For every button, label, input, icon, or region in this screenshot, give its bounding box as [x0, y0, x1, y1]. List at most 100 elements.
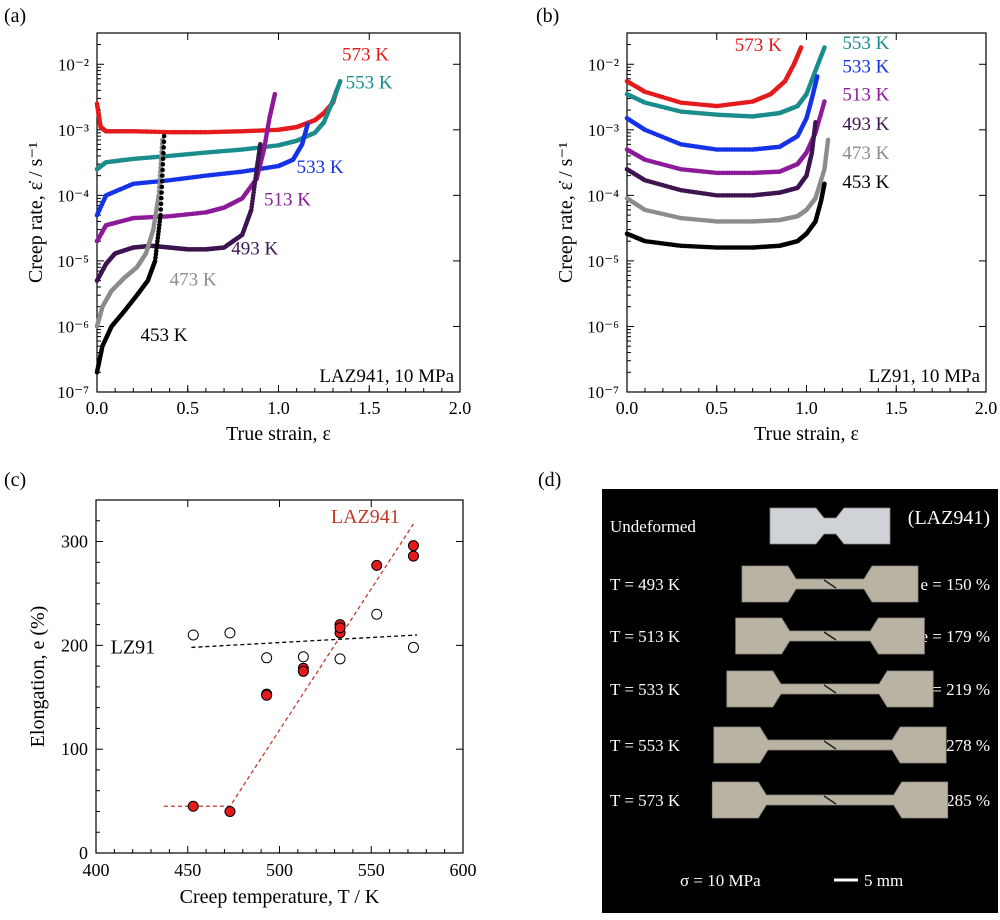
- series-LZ91: [187, 608, 419, 665]
- photo-header: (LAZ941): [908, 507, 990, 529]
- data-point: [158, 212, 163, 218]
- series-573K: [624, 45, 804, 109]
- series-553K: [624, 45, 827, 119]
- data-point: [371, 608, 383, 620]
- series-573K: [94, 88, 339, 135]
- panel-letter-c: (c): [4, 469, 26, 491]
- data-point: [371, 559, 383, 571]
- series-label: 453 K: [842, 172, 889, 193]
- y-tick-label-b: 10⁻³: [588, 121, 619, 140]
- x-tick-label-a: 1.0: [267, 398, 290, 418]
- specimen-temperature: Undeformed: [610, 517, 696, 536]
- series-453K: [94, 133, 167, 375]
- y-tick-label-b: 10⁻⁷: [587, 383, 619, 402]
- fracture-mark: [823, 795, 837, 805]
- data-point: [161, 139, 167, 145]
- y-tick-label-c: 100: [61, 739, 88, 759]
- specimen-temperature: T = 533 K: [610, 680, 681, 699]
- series-513K: [94, 91, 278, 244]
- specimen-temperature: T = 553 K: [610, 736, 681, 755]
- data-point: [159, 178, 165, 184]
- x-axis-label-a: True strain, ε: [226, 423, 331, 445]
- series-label: 573 K: [342, 44, 389, 65]
- specimen-temperature: T = 573 K: [610, 791, 681, 810]
- fracture-mark: [823, 579, 837, 589]
- x-tick-label-a: 0.0: [86, 398, 109, 418]
- x-tick-label-c: 600: [450, 860, 477, 880]
- plot-frame-c: [95, 499, 464, 854]
- x-tick-label-b: 0.5: [706, 398, 729, 418]
- series-label: 473 K: [842, 143, 889, 164]
- chart-c: (c) 400 450 500 550 600 0 100 200 300 Creep tempe…: [4, 469, 477, 908]
- data-point: [160, 167, 165, 173]
- x-tick-label-b: 0.0: [616, 398, 639, 418]
- data-point: [161, 133, 167, 139]
- y-tick-label-a: 10⁻⁵: [57, 252, 89, 271]
- data-point: [261, 689, 273, 701]
- series-label: 573 K: [735, 35, 782, 56]
- data-point: [258, 142, 263, 147]
- fracture-mark: [823, 631, 837, 641]
- data-point: [337, 78, 343, 84]
- data-point: [813, 120, 818, 125]
- y-tick-label-c: 0: [79, 843, 88, 863]
- panel-c: (c) 400 450 500 550 600 0 100 200 300 Creep tempe…: [0, 460, 480, 920]
- specimen-row: T = 493 K e = 150 %: [610, 565, 990, 603]
- series-493K: [94, 142, 263, 283]
- data-point: [161, 145, 166, 150]
- data-point: [160, 173, 165, 178]
- panel-a: (a) 0.0 0.5 1.0 1.5 2.0 10⁻⁷ 10⁻⁶ 10⁻⁵ 10⁻⁴ 10⁻³ 1…: [0, 0, 472, 460]
- series-493K: [624, 120, 818, 198]
- specimen-temperature: T = 493 K: [610, 575, 681, 594]
- data-point: [305, 122, 310, 127]
- x-tick-label-b: 1.5: [885, 398, 908, 418]
- specimen-photo-panel: (d) (LAZ941) Undeformed T = 493 K e = 150 %…: [538, 469, 998, 913]
- series-453K: [624, 181, 827, 250]
- x-tick-label-c: 450: [174, 860, 201, 880]
- data-point: [160, 162, 166, 167]
- specimen-elongation: e = 219 %: [920, 680, 990, 699]
- panel-letter-d: (d): [538, 469, 561, 491]
- series-label: 493 K: [842, 114, 889, 135]
- data-point: [187, 800, 199, 812]
- y-tick-label-b: 10⁻⁴: [587, 186, 619, 205]
- panel-d: (d) (LAZ941) Undeformed T = 493 K e = 150 %…: [530, 460, 1000, 920]
- data-point: [161, 150, 166, 156]
- data-point: [798, 45, 804, 50]
- data-point: [158, 201, 164, 207]
- data-point: [159, 184, 165, 190]
- y-tick-label-a: 10⁻⁴: [57, 186, 89, 205]
- x-tick-label-c: 400: [83, 860, 110, 880]
- annotation-a: LAZ941, 10 MPa: [319, 366, 454, 387]
- series-533K: [94, 122, 310, 218]
- data-point: [297, 665, 309, 677]
- series-label-lz91: LZ91: [111, 637, 155, 659]
- series-533K: [624, 74, 820, 152]
- panel-b: (b) 0.0 0.5 1.0 1.5 2.0 10⁻⁷ 10⁻⁶ 10⁻⁵ 10⁻⁴ 10⁻³ 1…: [530, 0, 1000, 460]
- stress-label: σ = 10 MPa: [680, 871, 761, 890]
- x-tick-label-c: 500: [266, 860, 293, 880]
- series-label: 453 K: [141, 325, 188, 346]
- series-label: 533 K: [297, 157, 344, 178]
- data-point: [224, 627, 236, 639]
- series-label-laz941: LAZ941: [331, 506, 400, 528]
- x-tick-label-a: 1.5: [358, 398, 381, 418]
- series-label: 533 K: [842, 56, 889, 77]
- series-label: 513 K: [264, 190, 311, 211]
- y-axis-label-b: Creep rate, ε̇ / s⁻¹: [555, 142, 577, 283]
- data-point: [160, 156, 166, 162]
- series-label: 473 K: [170, 270, 217, 291]
- y-tick-label-c: 300: [61, 532, 88, 552]
- photo-background: [602, 489, 998, 913]
- specimen-row: T = 513 K e = 179 %: [610, 617, 990, 655]
- fracture-mark: [823, 740, 837, 750]
- series-label: 553 K: [842, 33, 889, 54]
- data-point: [814, 74, 820, 79]
- x-tick-label-a: 2.0: [449, 398, 472, 418]
- data-point: [187, 629, 199, 641]
- data-point: [822, 45, 827, 50]
- series-label: 553 K: [346, 72, 393, 93]
- data-point: [224, 805, 236, 817]
